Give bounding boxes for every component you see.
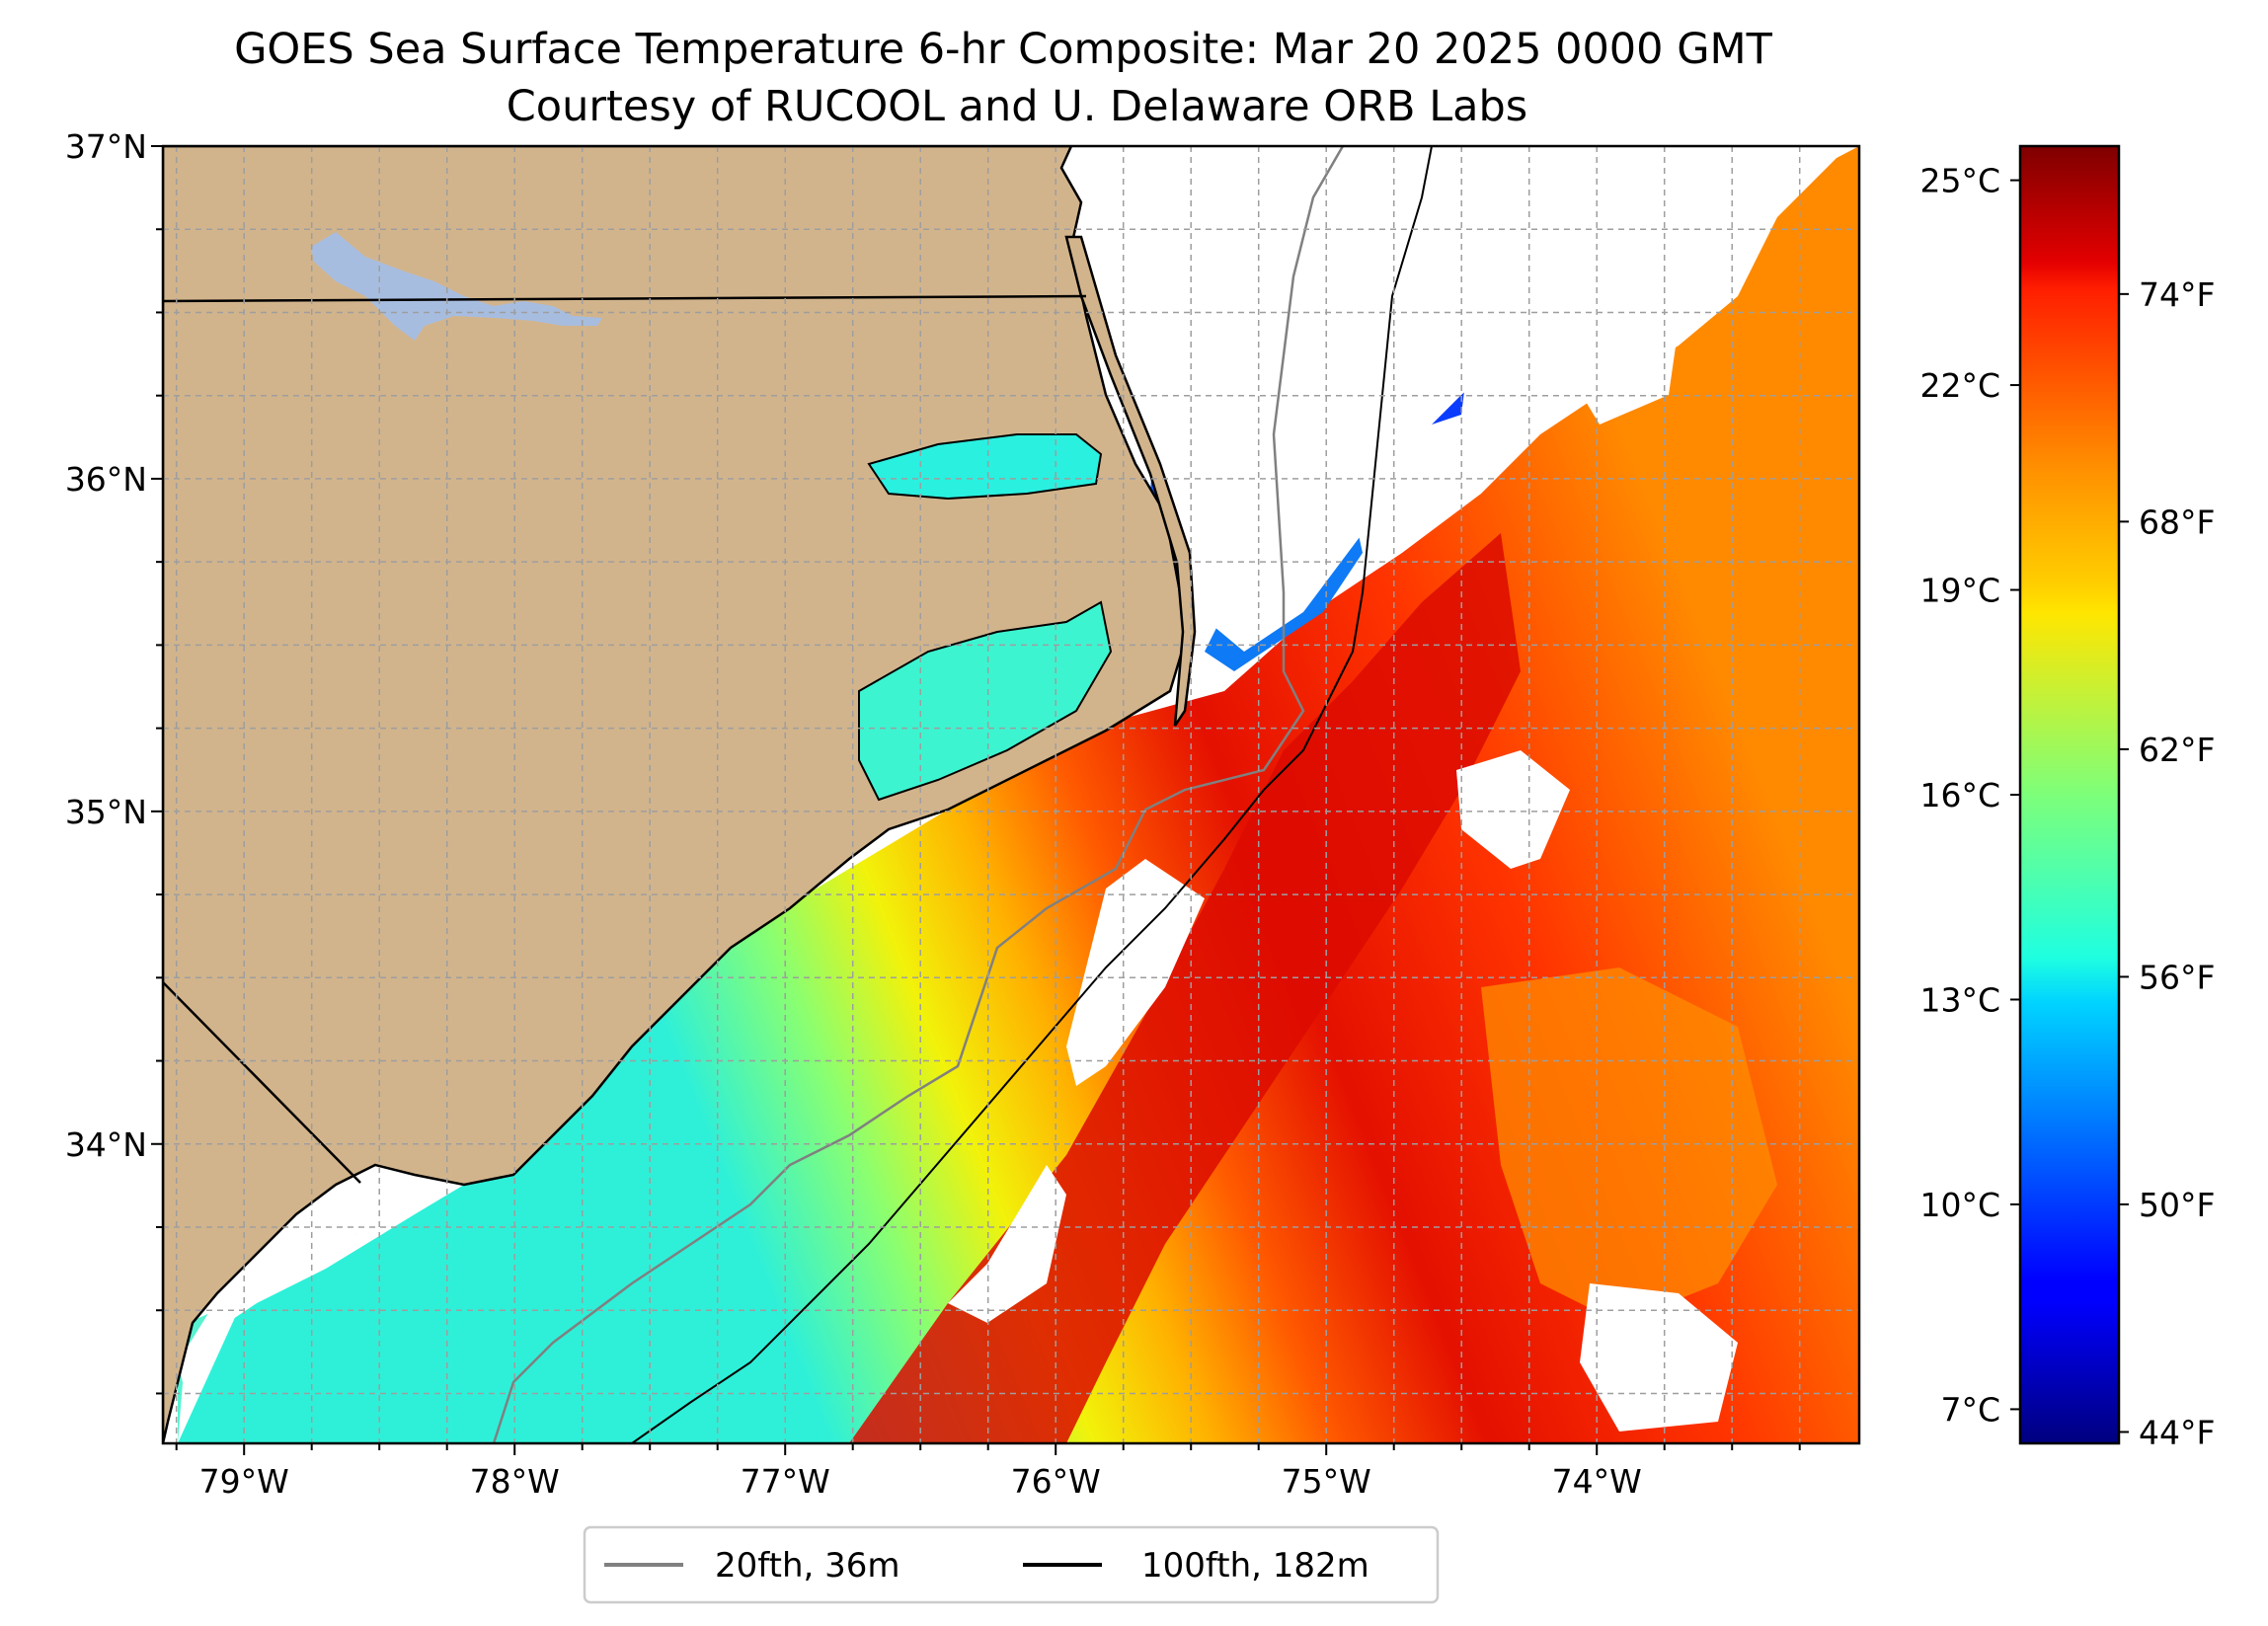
gridlines [163,146,1859,1443]
fahrenheit-tick-label: 44°F [2139,1413,2215,1451]
celsius-tick-label: 25°C [1919,162,2000,200]
celsius-tick-label: 19°C [1919,572,2000,610]
celsius-ticks: 25°C 22°C 19°C 16°C 13°C 10°C 7°C [1919,162,2020,1429]
state-border-nc-sc [163,981,361,1184]
celsius-tick-label: 16°C [1919,776,2000,814]
legend-box [583,1525,1440,1604]
celsius-tick-label: 7°C [1940,1390,2000,1429]
legend: 20fth, 36m 100fth, 182m [583,1525,1440,1604]
isobath-100fth [631,146,1433,1443]
lat-ticks: 37°N 36°N 35°N 34°N [65,127,163,1395]
map-title: GOES Sea Surface Temperature 6-hr Compos… [234,25,1773,74]
lon-ticks: 79°W 78°W 77°W 76°W 75°W 74°W [175,1443,1801,1501]
map-frame [161,144,1861,1445]
lon-tick-label: 74°W [1552,1462,1642,1501]
lat-tick-label: 37°N [65,127,147,166]
state-border-nc-va [163,294,1087,303]
land-sound-cutout-2 [858,600,1113,802]
cloud-gap-1 [1456,750,1570,869]
lat-tick-label: 34°N [65,1125,147,1164]
lon-tick-label: 79°W [199,1462,289,1501]
sst-deep-red-core [849,533,1521,1443]
lake-kerr [311,232,602,341]
fahrenheit-tick-label: 74°F [2139,275,2215,314]
fahrenheit-tick-label: 62°F [2139,731,2215,769]
map-panel [163,146,1859,1443]
lat-tick-label: 36°N [65,460,147,499]
outer-banks [1064,235,1197,727]
colorbar-gradient [2018,144,2121,1445]
fahrenheit-tick-label: 56°F [2139,958,2215,996]
lon-tick-label: 75°W [1282,1462,1371,1501]
land-sound-cutout-1 [867,433,1103,501]
legend-label-100fth: 100fth, 182m [1141,1546,1369,1586]
celsius-tick-label: 10°C [1919,1186,2000,1224]
cloud-gap-4 [1580,1283,1738,1432]
isobath-20fth [492,146,1345,1443]
cloud-gap-2 [948,1165,1066,1323]
celsius-tick-label: 13°C [1919,980,2000,1019]
legend-label-20fth: 20fth, 36m [715,1546,900,1586]
lon-tick-label: 77°W [741,1462,830,1501]
fahrenheit-tick-label: 68°F [2139,503,2215,541]
lat-tick-label: 35°N [65,793,147,831]
colorbar: 25°C 22°C 19°C 16°C 13°C 10°C 7°C 74°F 68°F 62°F… [1919,144,2215,1451]
lon-tick-label: 78°W [470,1462,560,1501]
sst-warm-offshore [178,146,1859,1443]
celsius-tick-label: 22°C [1919,366,2000,405]
cloud-gap-3 [1066,859,1205,1086]
fahrenheit-ticks: 74°F 68°F 62°F 56°F 50°F 44°F [2119,275,2215,1451]
map-subtitle: Courtesy of RUCOOL and U. Delaware ORB L… [507,82,1527,131]
sst-orange-east [1481,968,1777,1323]
lon-tick-label: 76°W [1011,1462,1101,1501]
land [163,146,1197,1443]
fahrenheit-tick-label: 50°F [2139,1186,2215,1224]
